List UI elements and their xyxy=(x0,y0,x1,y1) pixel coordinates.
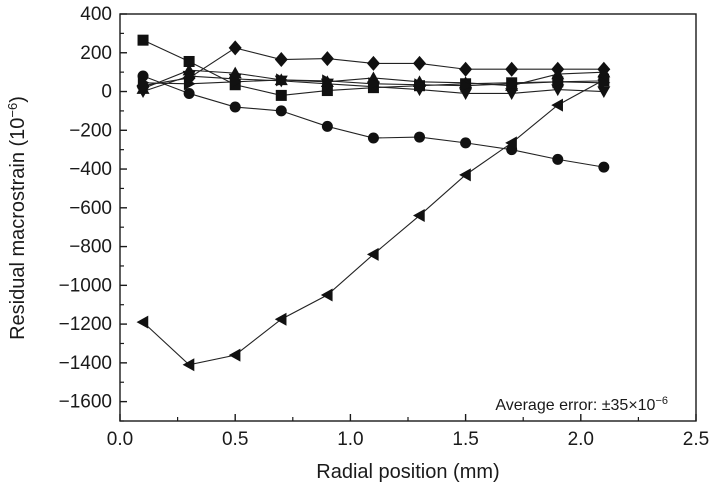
data-point-circle xyxy=(598,161,610,173)
data-point-circle xyxy=(275,105,287,117)
y-tick-label: −1000 xyxy=(59,275,112,296)
y-tick-label: 400 xyxy=(80,4,112,25)
x-tick-label: 0.0 xyxy=(107,429,133,450)
data-point-triangle-down xyxy=(505,88,519,100)
x-tick-label: 2.5 xyxy=(683,429,709,450)
data-point-triangle-left xyxy=(551,98,563,112)
y-tick-label: 0 xyxy=(101,82,112,103)
data-point-triangle-down xyxy=(597,86,611,99)
plot-frame xyxy=(119,13,697,422)
data-point-diamond xyxy=(459,61,473,77)
data-point-diamond xyxy=(551,61,565,77)
data-point-triangle-left xyxy=(366,247,379,261)
y-axis-title: Residual macrostrain (10−6) xyxy=(5,96,30,340)
tick-labels: 0.0 0.5 1.0 1.5 2.0 2.5 400 200 0 −200 −400 −600 −80… xyxy=(59,4,710,450)
data-point-square xyxy=(275,89,287,101)
annotation-main: Average error: ±35×10 xyxy=(495,397,655,414)
data-point-circle xyxy=(321,120,333,132)
data-point-circle xyxy=(414,131,426,143)
data-point-diamond xyxy=(320,51,334,67)
x-tick-label: 1.0 xyxy=(337,429,363,450)
data-point-diamond xyxy=(228,40,242,56)
y-tick-label: −1400 xyxy=(59,353,112,374)
y-axis-title-close: ) xyxy=(7,96,29,103)
axis-ticks xyxy=(119,13,697,422)
data-point-diamond xyxy=(505,61,519,77)
x-tick-label: 2.0 xyxy=(568,429,594,450)
series-line-triangle-left xyxy=(142,79,605,366)
data-point-triangle-down xyxy=(551,84,565,97)
series-markers xyxy=(136,34,611,372)
data-point-diamond xyxy=(366,55,380,71)
data-point-triangle-right xyxy=(230,75,242,89)
annotation-exponent: −6 xyxy=(655,395,668,407)
data-point-triangle-right xyxy=(552,75,565,89)
data-point-circle xyxy=(552,153,564,165)
y-tick-label: −400 xyxy=(69,159,112,180)
data-point-triangle-right xyxy=(137,76,150,90)
data-point-triangle-right xyxy=(276,73,288,87)
data-point-square xyxy=(183,55,195,67)
x-axis-title: Radial position (mm) xyxy=(316,461,499,483)
data-point-triangle-right xyxy=(368,77,380,91)
x-tick-label: 0.5 xyxy=(222,429,248,450)
data-point-diamond xyxy=(274,52,288,68)
data-point-triangle-left xyxy=(136,315,149,329)
y-tick-label: −1600 xyxy=(59,392,112,413)
y-tick-label: 200 xyxy=(80,43,112,64)
data-point-triangle-down xyxy=(459,88,473,100)
data-point-diamond xyxy=(413,55,427,71)
x-tick-label: 1.5 xyxy=(452,429,478,450)
data-point-triangle-right xyxy=(414,78,427,92)
y-axis-title-exponent: −6 xyxy=(5,103,20,118)
data-point-diamond xyxy=(597,61,611,77)
data-point-triangle-left xyxy=(320,288,333,302)
y-tick-label: −600 xyxy=(69,198,112,219)
data-point-triangle-left xyxy=(413,209,425,223)
data-point-triangle-left xyxy=(505,136,517,150)
y-tick-label: −200 xyxy=(69,120,112,141)
data-point-triangle-right xyxy=(460,79,473,93)
y-tick-label: −800 xyxy=(69,237,112,258)
data-point-triangle-right xyxy=(598,76,611,90)
average-error-annotation: Average error: ±35×10−6 xyxy=(495,395,668,414)
y-tick-label: −1200 xyxy=(59,314,112,335)
data-point-triangle-right xyxy=(506,77,519,91)
y-axis-title-main: Residual macrostrain (10 xyxy=(7,118,29,340)
data-point-triangle-right xyxy=(322,74,334,88)
data-point-square xyxy=(137,34,149,46)
data-point-triangle-right xyxy=(183,77,196,91)
data-point-triangle-left xyxy=(228,348,241,362)
data-point-triangle-left xyxy=(182,358,195,372)
data-point-triangle-left xyxy=(459,168,471,182)
data-point-circle xyxy=(183,87,195,99)
data-point-triangle-left xyxy=(274,312,287,326)
data-point-circle xyxy=(460,137,472,149)
data-point-circle xyxy=(367,132,379,144)
data-point-square xyxy=(321,85,333,97)
data-point-circle xyxy=(229,101,241,113)
